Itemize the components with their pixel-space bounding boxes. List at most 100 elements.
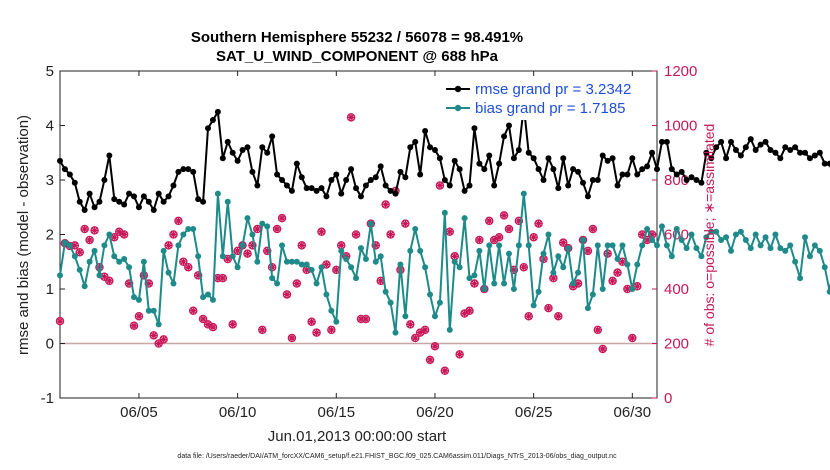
obs-count-point: [504, 224, 514, 234]
obs-possible-marker: [598, 344, 607, 354]
obs-count-point: [292, 279, 302, 288]
rmse-point: [422, 127, 429, 134]
obs-assimilated-marker: [629, 334, 636, 342]
obs-possible-marker: [228, 320, 237, 329]
bias-point: [540, 250, 547, 257]
bias-point: [269, 275, 276, 282]
obs-count-point: [499, 211, 509, 220]
bias-point: [111, 253, 118, 260]
y-right-tick-label: 200: [664, 336, 689, 353]
obs-assimilated-marker: [466, 307, 473, 314]
obs-assimilated-marker: [298, 242, 305, 249]
data-file-footnote: data file: /Users/raeder/DAI/ATM_forcXX/…: [177, 453, 617, 460]
obs-count-point: [218, 273, 228, 283]
rmse-point: [224, 138, 231, 145]
obs-assimilated-marker: [150, 332, 157, 339]
rmse-point: [116, 198, 123, 205]
bias-point: [708, 228, 715, 235]
obs-possible-marker: [119, 230, 129, 239]
obs-possible-marker: [297, 241, 307, 250]
bias-point: [145, 307, 152, 314]
rmse-point: [747, 136, 754, 143]
chart-title: Southern Hemisphere 55232 / 56078 = 98.4…: [191, 29, 523, 46]
obs-count-point: [529, 232, 538, 242]
bias-point: [654, 242, 660, 249]
obs-assimilated-marker: [120, 231, 128, 238]
obs-possible-marker: [85, 235, 94, 245]
bias-point: [762, 234, 769, 241]
rmse-point: [515, 147, 522, 154]
obs-possible-marker: [139, 271, 149, 280]
bias-point: [333, 318, 340, 325]
bias-point: [693, 245, 700, 252]
rmse-point: [713, 144, 720, 151]
obs-assimilated-marker: [412, 334, 419, 342]
obs-assimilated-marker: [254, 225, 261, 233]
obs-assimilated-marker: [160, 336, 167, 343]
bias-point: [96, 272, 103, 279]
rmse-point: [604, 157, 611, 164]
obs-count-point: [248, 241, 257, 250]
obs-assimilated-marker: [352, 231, 360, 238]
obs-count-point: [351, 230, 361, 239]
rmse-point: [821, 160, 828, 167]
obs-possible-marker: [105, 276, 114, 286]
obs-possible-marker: [114, 227, 124, 237]
obs-assimilated-marker: [264, 247, 271, 255]
rmse-point: [407, 144, 414, 151]
bias-point: [61, 239, 68, 246]
bias-point: [303, 261, 310, 268]
obs-count-point: [149, 331, 158, 340]
bias-point: [501, 280, 508, 287]
bias-point: [431, 313, 438, 320]
obs-possible-marker: [129, 321, 139, 331]
obs-possible-marker: [322, 260, 331, 269]
rmse-point: [693, 177, 700, 183]
rmse-point: [663, 138, 670, 145]
obs-assimilated-marker: [268, 264, 276, 271]
rmse-point: [200, 198, 207, 205]
x-axis-label: Jun.01,2013 00:00:00 start: [268, 428, 447, 445]
rmse-point: [481, 166, 488, 173]
obs-assimilated-marker: [643, 236, 651, 244]
obs-assimilated-marker: [76, 249, 83, 256]
obs-possible-marker: [475, 235, 484, 245]
obs-possible-marker: [282, 290, 292, 299]
bias-point: [545, 231, 552, 238]
obs-assimilated-marker: [505, 225, 513, 233]
rmse-point: [185, 166, 192, 173]
obs-assimilated-marker: [308, 318, 315, 325]
rmse-point: [658, 138, 665, 145]
obs-count-point: [184, 262, 193, 272]
rmse-point: [323, 193, 330, 200]
bias-point: [293, 258, 300, 265]
obs-assimilated-marker: [436, 182, 444, 189]
bias-point: [239, 242, 246, 249]
obs-count-point: [277, 213, 287, 223]
obs-assimilated-marker: [614, 269, 621, 276]
bias-point: [634, 261, 641, 268]
y-axis-right-label: # of obs: o=possible; ∗=assimilated: [701, 124, 717, 347]
rmse-point: [417, 171, 424, 178]
obs-possible-marker: [169, 230, 178, 239]
obs-possible-marker: [470, 279, 479, 288]
obs-assimilated-marker: [545, 304, 552, 312]
obs-assimilated-marker: [224, 255, 231, 263]
y-right-tick-label: 800: [664, 172, 689, 189]
bias-point: [505, 250, 512, 257]
rmse-point: [555, 185, 562, 192]
obs-count-point: [598, 344, 607, 354]
bias-point: [486, 242, 493, 249]
obs-count-point: [583, 246, 593, 256]
obs-count-point: [193, 271, 203, 280]
bias-point: [254, 258, 261, 265]
rmse-point: [649, 149, 656, 156]
legend-bias-label: bias grand pr = 1.7185: [475, 100, 626, 117]
x-tick-label: 06/25: [515, 404, 553, 421]
obs-count-point: [169, 230, 178, 239]
bias-point: [427, 291, 434, 298]
rmse-point: [126, 190, 133, 197]
obs-count-point: [114, 227, 124, 237]
obs-assimilated-marker: [140, 272, 148, 279]
rmse-point: [545, 155, 552, 162]
